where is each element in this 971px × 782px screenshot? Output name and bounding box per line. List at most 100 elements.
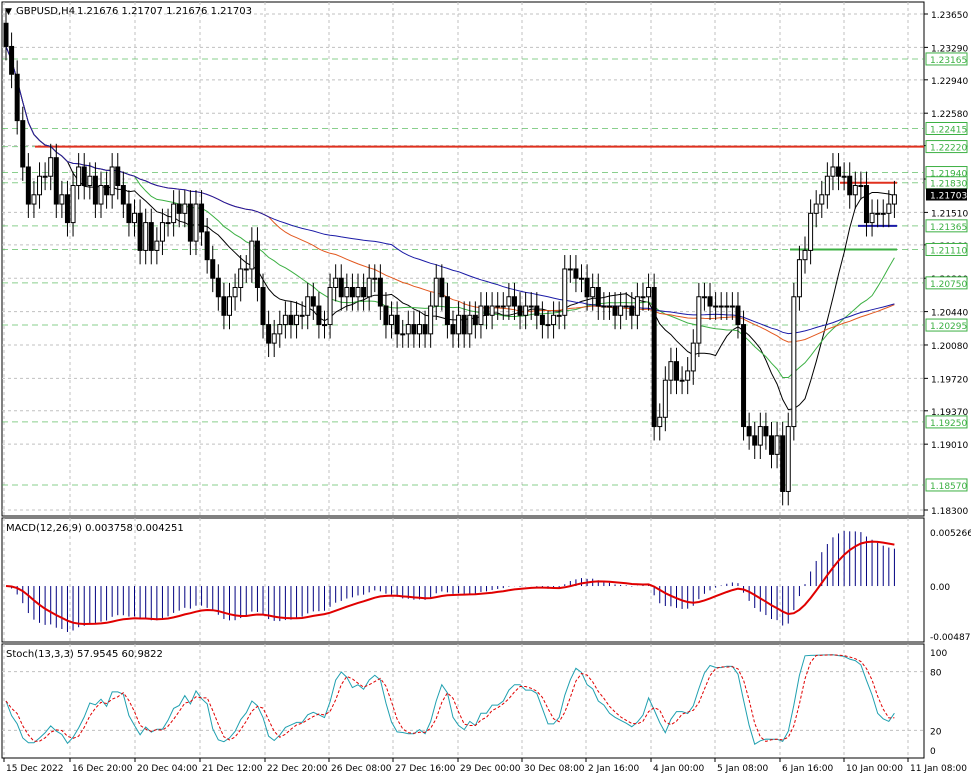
candle-body	[187, 203, 193, 242]
candle-body	[757, 426, 763, 446]
candle-body	[305, 296, 311, 316]
candle-body	[785, 426, 791, 492]
price-panel[interactable]	[1, 1, 925, 517]
candle-body	[707, 296, 713, 307]
candle-body	[70, 185, 76, 224]
level-price-label: 1.22415	[930, 125, 967, 135]
time-tick-label: 5 Jan 08:00	[717, 764, 769, 774]
macd-signal-line	[5, 540, 895, 626]
candle-body	[171, 203, 177, 224]
stochastic-indicator	[2, 654, 924, 745]
candle-body	[495, 305, 501, 308]
current-price-label: 1.21703	[930, 192, 967, 202]
time-axis: 15 Dec 2022 16 Dec 20:00 20 Dec 04:00 21 De…	[3, 758, 967, 774]
candle-body	[210, 259, 216, 279]
level-price-label: 1.20295	[930, 322, 967, 332]
candle-body	[584, 277, 590, 298]
time-tick-label: 10 Jan 00:00	[846, 764, 903, 774]
stoch-panel[interactable]	[1, 643, 925, 759]
candle-body	[679, 379, 685, 382]
candle-body	[472, 314, 478, 326]
candle-body	[551, 314, 557, 326]
candle-body	[400, 333, 406, 336]
time-tick-label: 6 Jan 16:00	[782, 764, 834, 774]
time-tick-label: 16 Dec 20:00	[72, 764, 133, 774]
level-price-box	[925, 318, 968, 332]
candle-body	[444, 296, 450, 326]
candle-body	[802, 249, 808, 261]
candle-body	[880, 212, 886, 215]
price-tick-label: 1.23290	[931, 44, 968, 54]
candle-body	[774, 435, 780, 455]
horizontal-levels	[2, 58, 924, 486]
time-tick-label: 15 Dec 2022	[6, 764, 64, 774]
candle-body	[713, 305, 719, 308]
candle-body	[539, 314, 545, 326]
candle-body	[389, 314, 395, 326]
candle-body	[411, 324, 417, 335]
price-tick-label: 1.20440	[931, 309, 968, 319]
candle-body	[718, 305, 724, 308]
candle-body	[165, 222, 171, 225]
candle-body	[741, 324, 747, 428]
candle-body	[808, 212, 814, 251]
candle-body	[858, 185, 864, 188]
level-price-box	[925, 415, 968, 429]
level-price-box	[925, 242, 968, 256]
candle-body	[333, 277, 339, 288]
candle-body	[579, 277, 585, 280]
candle-body	[534, 305, 540, 316]
level-price-box	[925, 121, 968, 135]
candle-body	[143, 222, 149, 251]
candle-body	[662, 379, 668, 418]
candle-body	[657, 416, 663, 428]
candle-body	[53, 157, 59, 205]
candle-body	[254, 240, 260, 288]
candle-body	[405, 324, 411, 335]
candle-body	[484, 305, 490, 316]
macd-panel[interactable]	[1, 517, 925, 643]
candle-body	[294, 314, 300, 326]
candle-body	[372, 277, 378, 280]
candle-body	[176, 203, 182, 214]
candle-body	[763, 426, 769, 437]
candle-body	[595, 286, 601, 307]
price-tick-label: 1.18300	[931, 507, 968, 517]
candle-body	[523, 305, 529, 316]
candle-body	[590, 286, 596, 298]
candle-body	[685, 370, 691, 381]
candle-body	[271, 333, 277, 344]
candle-body	[327, 286, 333, 326]
candle-body	[64, 194, 70, 224]
stoch-signal-line	[5, 654, 895, 742]
candle-body	[796, 259, 802, 298]
level-price-box	[925, 478, 968, 492]
macd-indicator	[5, 530, 895, 632]
candle-body	[104, 185, 110, 196]
candle-body	[25, 166, 31, 205]
candle-body	[511, 296, 517, 307]
candle-body	[729, 305, 735, 308]
ohlc-values: 1.21676 1.21707 1.21676 1.21703	[77, 6, 252, 17]
time-tick-label: 29 Dec 00:00	[460, 764, 521, 774]
candle-body	[422, 324, 428, 335]
candle-body	[260, 286, 266, 326]
candle-body	[416, 324, 422, 335]
candle-body	[606, 305, 612, 308]
level-price-label: 1.18570	[930, 482, 967, 492]
candle-body	[14, 73, 20, 122]
candle-body	[701, 296, 707, 299]
candle-body	[780, 435, 786, 492]
candle-body	[824, 175, 830, 196]
candle-body	[489, 305, 495, 316]
time-tick-label: 30 Dec 08:00	[524, 764, 585, 774]
stoch-tick-label: 0	[930, 747, 936, 757]
candle-body	[830, 166, 836, 177]
candle-body	[42, 175, 48, 178]
price-tick-label: 1.23650	[931, 11, 968, 21]
candle-body	[674, 361, 679, 381]
header-caret[interactable]: ▼	[5, 7, 12, 17]
candle-body	[819, 194, 825, 205]
symbol-label: GBPUSD,H4	[16, 6, 75, 17]
